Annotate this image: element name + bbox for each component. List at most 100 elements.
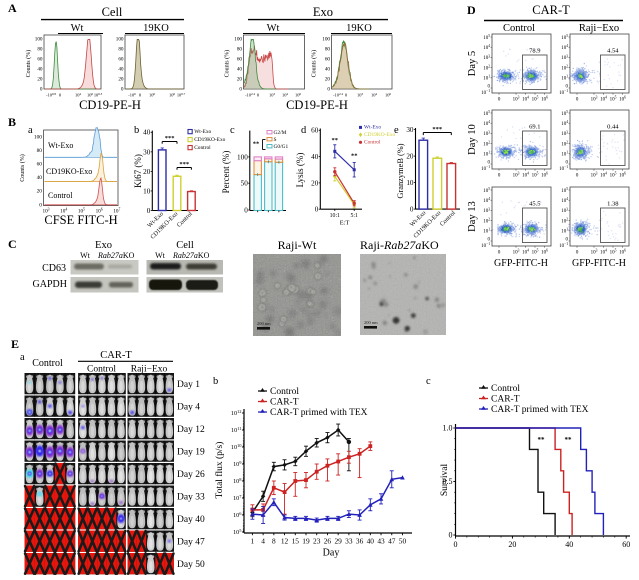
svg-text:100: 100 bbox=[116, 36, 124, 42]
svg-text:Wt: Wt bbox=[71, 23, 84, 34]
svg-text:101: 101 bbox=[561, 228, 568, 235]
svg-text:104: 104 bbox=[561, 44, 568, 51]
svg-text:101: 101 bbox=[483, 75, 490, 82]
svg-text:Day 40: Day 40 bbox=[177, 515, 205, 525]
svg-text:100: 100 bbox=[237, 153, 248, 161]
svg-text:0: 0 bbox=[410, 206, 414, 214]
svg-text:b: b bbox=[134, 125, 139, 136]
svg-text:30: 30 bbox=[143, 148, 151, 156]
svg-text:105: 105 bbox=[532, 249, 539, 256]
svg-text:106: 106 bbox=[541, 249, 548, 256]
svg-text:Ki67 (%): Ki67 (%) bbox=[133, 154, 143, 188]
svg-text:106: 106 bbox=[541, 96, 548, 103]
svg-text:Control: Control bbox=[87, 365, 116, 375]
svg-text:Wt-Exo: Wt-Exo bbox=[364, 125, 381, 131]
svg-text:CAR-T: CAR-T bbox=[270, 398, 299, 408]
svg-text:103: 103 bbox=[483, 207, 490, 214]
svg-text:Raji−Exo: Raji−Exo bbox=[579, 23, 619, 34]
svg-text:15: 15 bbox=[292, 537, 300, 546]
svg-text:CD19-PE-H: CD19-PE-H bbox=[286, 98, 348, 112]
svg-text:G0/G1: G0/G1 bbox=[274, 144, 289, 150]
svg-text:D: D bbox=[467, 3, 476, 17]
svg-text:40: 40 bbox=[311, 153, 319, 161]
svg-text:20: 20 bbox=[508, 540, 516, 549]
svg-text:**: ** bbox=[253, 141, 260, 148]
svg-text:0: 0 bbox=[147, 207, 151, 215]
svg-text:100: 100 bbox=[35, 36, 43, 42]
svg-text:b: b bbox=[213, 376, 218, 387]
svg-text:8: 8 bbox=[272, 537, 276, 546]
svg-text:4.54: 4.54 bbox=[607, 48, 619, 55]
svg-text:Day 50: Day 50 bbox=[177, 560, 205, 570]
svg-text:105: 105 bbox=[561, 187, 568, 194]
svg-text:5:1: 5:1 bbox=[350, 213, 358, 219]
svg-text:0: 0 bbox=[454, 540, 458, 549]
svg-text:10: 10 bbox=[406, 179, 414, 187]
svg-text:104: 104 bbox=[483, 120, 490, 127]
svg-text:Control: Control bbox=[194, 145, 211, 151]
svg-text:104: 104 bbox=[522, 172, 529, 179]
svg-text:Day 12: Day 12 bbox=[177, 425, 205, 435]
svg-text:104: 104 bbox=[561, 197, 568, 204]
svg-text:Counts (%): Counts (%) bbox=[311, 50, 318, 78]
svg-text:105: 105 bbox=[561, 34, 568, 41]
svg-text:Survival: Survival bbox=[440, 464, 450, 497]
svg-text:101: 101 bbox=[561, 151, 568, 158]
svg-text:60: 60 bbox=[37, 56, 43, 62]
svg-text:40: 40 bbox=[237, 66, 243, 72]
svg-text:106: 106 bbox=[233, 511, 242, 519]
svg-text:c: c bbox=[230, 125, 235, 136]
svg-text:0: 0 bbox=[40, 87, 43, 93]
svg-text:Cell: Cell bbox=[102, 5, 123, 19]
svg-text:109: 109 bbox=[233, 460, 242, 468]
svg-text:Cell: Cell bbox=[176, 240, 194, 251]
svg-text:1012: 1012 bbox=[231, 409, 242, 417]
svg-text:103: 103 bbox=[357, 92, 363, 98]
svg-text:Day: Day bbox=[323, 548, 340, 559]
svg-text:104: 104 bbox=[75, 92, 81, 98]
svg-text:19KO: 19KO bbox=[143, 23, 169, 34]
svg-text:Wt-Exo: Wt-Exo bbox=[48, 141, 73, 150]
svg-text:0: 0 bbox=[488, 161, 491, 166]
svg-text:40: 40 bbox=[37, 66, 43, 72]
svg-text:CD19KO-Exo: CD19KO-Exo bbox=[194, 137, 225, 143]
svg-text:Rab27aKO: Rab27aKO bbox=[97, 251, 135, 260]
svg-text:105: 105 bbox=[483, 34, 490, 41]
svg-text:e: e bbox=[394, 125, 399, 136]
svg-text:20: 20 bbox=[143, 168, 151, 176]
svg-text:43: 43 bbox=[377, 537, 385, 546]
svg-text:102: 102 bbox=[483, 141, 490, 148]
svg-text:1010: 1010 bbox=[231, 443, 242, 451]
svg-text:0: 0 bbox=[498, 173, 501, 179]
svg-text:0: 0 bbox=[488, 238, 491, 243]
svg-text:104: 104 bbox=[371, 92, 377, 98]
svg-text:Counts (%): Counts (%) bbox=[25, 50, 32, 78]
svg-text:GranzymeB (%): GranzymeB (%) bbox=[396, 143, 405, 198]
svg-text:-100.8: -100.8 bbox=[46, 92, 56, 98]
svg-text:106: 106 bbox=[169, 92, 175, 98]
svg-text:-102.4: -102.4 bbox=[333, 92, 343, 98]
svg-text:106: 106 bbox=[385, 92, 391, 98]
svg-text:Control: Control bbox=[503, 23, 535, 34]
svg-text:200 nm: 200 nm bbox=[364, 320, 378, 325]
svg-text:40: 40 bbox=[565, 540, 573, 549]
svg-text:Percent (%): Percent (%) bbox=[221, 151, 231, 194]
svg-text:0: 0 bbox=[576, 173, 579, 179]
svg-text:40: 40 bbox=[37, 175, 43, 181]
svg-text:10−1: 10−1 bbox=[559, 89, 568, 96]
svg-text:0: 0 bbox=[139, 93, 142, 98]
svg-text:19: 19 bbox=[302, 537, 310, 546]
svg-text:103: 103 bbox=[591, 172, 598, 179]
svg-text:106.3: 106.3 bbox=[94, 92, 103, 98]
svg-text:Wt: Wt bbox=[155, 251, 166, 260]
svg-text:102: 102 bbox=[561, 141, 568, 148]
svg-text:45.5: 45.5 bbox=[529, 201, 540, 208]
svg-text:105: 105 bbox=[610, 172, 617, 179]
svg-text:29: 29 bbox=[334, 537, 342, 546]
svg-text:a: a bbox=[20, 352, 25, 363]
svg-text:**: ** bbox=[351, 153, 358, 160]
svg-text:Exo: Exo bbox=[313, 5, 333, 19]
svg-text:103: 103 bbox=[513, 172, 520, 179]
svg-text:0: 0 bbox=[327, 87, 330, 93]
svg-text:103: 103 bbox=[561, 54, 568, 61]
